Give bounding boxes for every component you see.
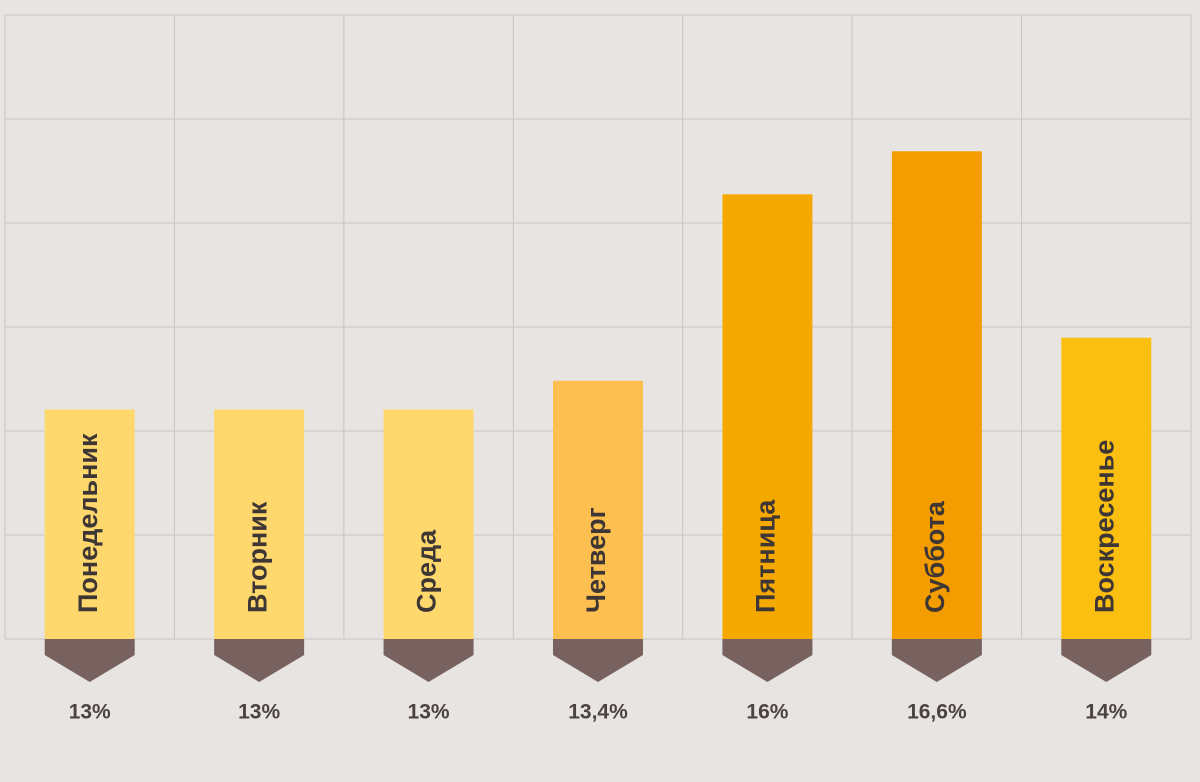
bar: [214, 409, 305, 639]
bar-arrow: [891, 639, 982, 682]
bar-arrow: [722, 639, 813, 682]
category-label: Четверг: [581, 507, 611, 613]
category-label: Суббота: [920, 500, 950, 613]
bar: [553, 380, 643, 639]
value-label: 13,4%: [568, 701, 628, 724]
value-label: 13%: [69, 701, 111, 724]
category-label: Понедельник: [73, 433, 103, 613]
bar-arrow: [214, 639, 305, 682]
value-label: 14%: [1085, 701, 1127, 724]
value-label: 16%: [746, 701, 788, 724]
bar: [891, 151, 982, 639]
bar: [383, 409, 474, 639]
bar: [44, 409, 135, 639]
category-label: Воскресенье: [1089, 440, 1119, 613]
bar: [722, 194, 813, 639]
bar-arrow: [44, 639, 135, 682]
value-label: 13%: [408, 701, 450, 724]
value-label: 16,6%: [907, 701, 967, 724]
bar: [1061, 337, 1152, 639]
category-label: Среда: [412, 529, 442, 613]
category-label: Пятница: [751, 499, 781, 613]
bar-arrow: [553, 639, 643, 682]
bar-arrow: [383, 639, 474, 682]
bar-arrow: [1061, 639, 1152, 682]
category-label: Вторник: [242, 501, 272, 613]
value-label: 13%: [238, 701, 280, 724]
